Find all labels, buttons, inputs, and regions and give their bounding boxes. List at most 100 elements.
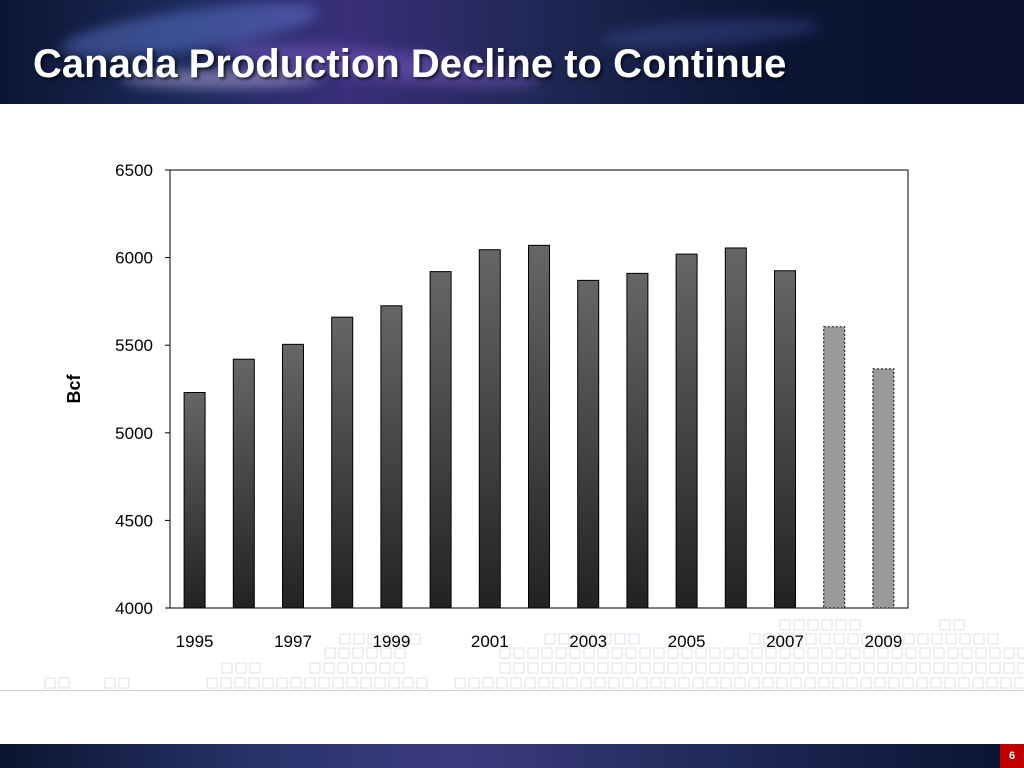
- pattern-square: [695, 647, 707, 659]
- pattern-square: [611, 662, 623, 674]
- pattern-square: [510, 677, 522, 689]
- pattern-square: [763, 633, 775, 645]
- pattern-square: [580, 677, 592, 689]
- pattern-square: [706, 677, 718, 689]
- pattern-square: [777, 633, 789, 645]
- pattern-square: [339, 633, 351, 645]
- pattern-square: [931, 633, 943, 645]
- pattern-square: [622, 677, 634, 689]
- y-tick-label: 4000: [115, 599, 153, 618]
- pattern-square: [919, 662, 931, 674]
- y-tick-label: 4500: [115, 511, 153, 530]
- pattern-square: [380, 647, 392, 659]
- pattern-square: [933, 662, 945, 674]
- x-tick-label: 2009: [864, 632, 902, 651]
- pattern-square: [903, 633, 915, 645]
- pattern-square: [877, 647, 889, 659]
- bar-1997: [282, 343, 304, 609]
- pattern-square: [235, 662, 247, 674]
- pattern-square: [849, 647, 861, 659]
- pattern-square: [234, 677, 246, 689]
- bar-1996: [232, 358, 255, 609]
- pattern-square: [737, 647, 749, 659]
- pattern-square: [860, 677, 872, 689]
- pattern-square: [351, 662, 363, 674]
- pattern-square: [409, 633, 421, 645]
- x-tick-label: 1997: [274, 632, 312, 651]
- pattern-square: [916, 677, 928, 689]
- y-tick-label: 6500: [115, 161, 153, 180]
- pattern-square: [527, 662, 539, 674]
- pattern-square: [381, 633, 393, 645]
- pattern-square: [597, 647, 609, 659]
- pattern-square: [681, 647, 693, 659]
- pattern-square: [944, 677, 956, 689]
- pattern-square: [221, 662, 233, 674]
- bar-2007: [774, 270, 796, 609]
- pattern-square: [388, 677, 400, 689]
- pattern-square: [555, 662, 567, 674]
- pattern-square: [835, 619, 847, 631]
- pattern-square: [695, 662, 707, 674]
- x-tick-label: 1995: [176, 632, 214, 651]
- forecast-bar-2009: [872, 368, 895, 609]
- pattern-square: [709, 662, 721, 674]
- pattern-square: [748, 677, 760, 689]
- bar-2004: [626, 272, 649, 609]
- pattern-square: [737, 662, 749, 674]
- divider-line: [0, 690, 1024, 691]
- pattern-square: [628, 633, 640, 645]
- y-tick-label: 5000: [115, 424, 153, 443]
- pattern-square: [919, 647, 931, 659]
- pattern-square: [664, 677, 676, 689]
- header-banner: Canada Production Decline to Continue: [0, 0, 1024, 104]
- x-tick-label: 2003: [569, 632, 607, 651]
- bar-1998: [331, 316, 354, 609]
- pattern-square: [958, 677, 970, 689]
- pattern-square: [989, 647, 1001, 659]
- bar-2006: [724, 247, 747, 609]
- pattern-square: [636, 677, 648, 689]
- pattern-square: [572, 633, 584, 645]
- pattern-square: [849, 619, 861, 631]
- pattern-square: [538, 677, 550, 689]
- pattern-square: [933, 647, 945, 659]
- pattern-square: [821, 662, 833, 674]
- pattern-square: [765, 662, 777, 674]
- pattern-square: [779, 647, 791, 659]
- pattern-square: [374, 677, 386, 689]
- x-tick-label: 2001: [471, 632, 509, 651]
- pattern-square: [723, 647, 735, 659]
- pattern-square: [1003, 662, 1015, 674]
- pattern-square: [835, 662, 847, 674]
- pattern-square: [807, 619, 819, 631]
- pattern-square: [555, 647, 567, 659]
- pattern-square: [776, 677, 788, 689]
- pattern-square: [832, 677, 844, 689]
- pattern-square: [891, 662, 903, 674]
- bar-chart: 4000 4500 5000 5500 6000 6500 Bcf 1995 1997 1999 2…: [64, 161, 909, 651]
- pattern-square: [583, 662, 595, 674]
- pattern-square: [360, 677, 372, 689]
- pattern-square: [614, 633, 626, 645]
- pattern-square: [972, 677, 984, 689]
- pattern-square: [791, 633, 803, 645]
- pattern-square: [846, 677, 858, 689]
- pattern-square: [290, 677, 302, 689]
- pattern-square: [720, 677, 732, 689]
- pattern-square: [611, 647, 623, 659]
- pattern-square: [863, 662, 875, 674]
- pattern-square: [1017, 647, 1024, 659]
- pattern-square: [499, 662, 511, 674]
- pattern-square: [793, 647, 805, 659]
- pattern-square: [206, 677, 218, 689]
- y-tick-label: 5500: [115, 336, 153, 355]
- pattern-square: [1000, 677, 1012, 689]
- pattern-square: [262, 677, 274, 689]
- pattern-square: [917, 633, 929, 645]
- pattern-square: [975, 662, 987, 674]
- pattern-square: [961, 662, 973, 674]
- pattern-square: [807, 662, 819, 674]
- pattern-square: [723, 662, 735, 674]
